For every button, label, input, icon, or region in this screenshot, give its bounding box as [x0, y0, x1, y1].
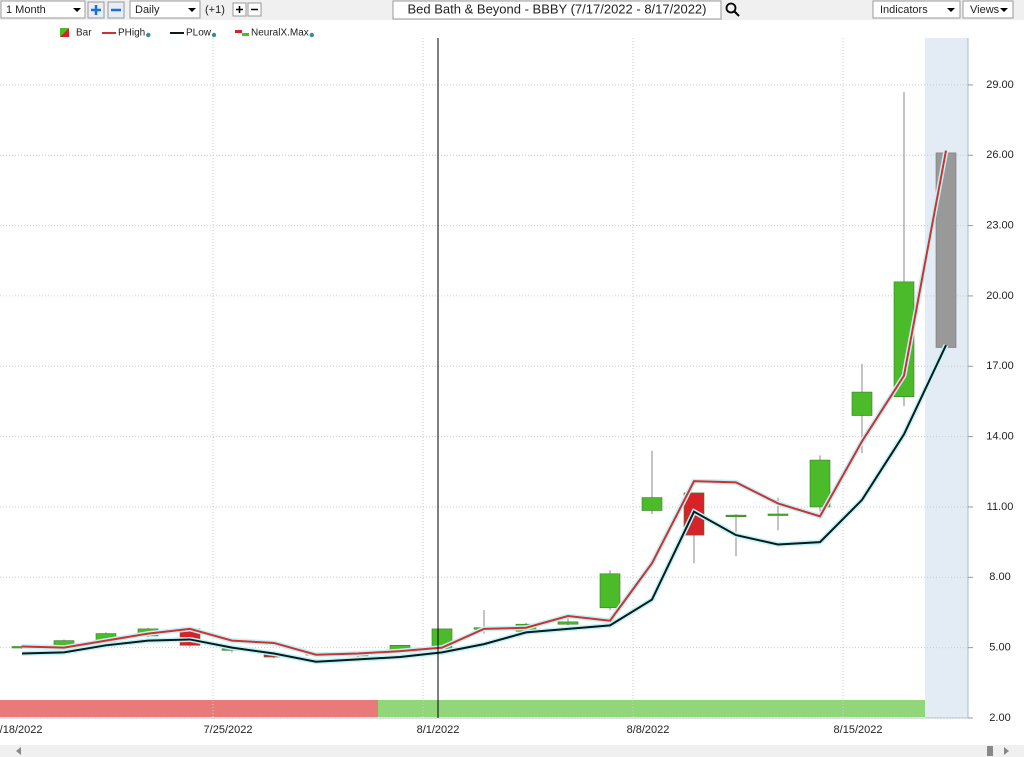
y-tick-label: 29.00 [986, 79, 1014, 91]
offset: (+1) [205, 4, 225, 16]
plus-icon [91, 5, 101, 15]
x-tick-label: 8/1/2022 [417, 724, 460, 736]
dropdown-arrow [73, 8, 81, 12]
candle-body [641, 497, 663, 511]
legend-label: PLow [186, 28, 212, 39]
candle-body [725, 514, 747, 517]
y-tick-label: 14.00 [986, 431, 1014, 443]
views-select[interactable] [962, 0, 1014, 19]
legend-icon [235, 30, 242, 33]
y-tick-label: 8.00 [989, 571, 1010, 583]
y-tick-label: 17.00 [986, 360, 1014, 372]
views: Views [970, 4, 1000, 16]
candle-body [893, 281, 915, 398]
candle-body [809, 459, 831, 508]
search-handle [733, 10, 740, 17]
interval-select[interactable] [129, 0, 201, 19]
legend-dot [309, 32, 315, 38]
signal-buy [378, 700, 925, 717]
scrollbar[interactable] [0, 745, 1024, 757]
x-tick-label: 7/18/2022 [0, 724, 42, 736]
legend-icon [242, 33, 249, 36]
plus-icon [236, 6, 243, 13]
plot: 2.00 5.00 8.00 11.00 14.00 17.00 20.00 23.00 26.… [0, 38, 1014, 736]
scroll-right[interactable] [1004, 747, 1009, 755]
indicators-select[interactable] [872, 0, 961, 19]
legend-label: NeuralX.Max [251, 28, 309, 39]
candle-body [767, 513, 789, 516]
y-tick-label: 5.00 [989, 642, 1010, 654]
dropdown-arrow [947, 8, 955, 12]
y-tick-label: 23.00 [986, 219, 1014, 231]
y-tick-label: 20.00 [986, 290, 1014, 302]
symbol-box[interactable] [392, 0, 722, 20]
period-select[interactable] [0, 0, 86, 19]
legend-label: PHigh [118, 28, 145, 39]
legend-dot [211, 32, 217, 38]
legend-dot [146, 32, 151, 38]
y-tick-label: 11.00 [987, 501, 1014, 513]
line [21, 150, 947, 656]
symbol: Bed Bath & Beyond - BBBY (7/17/2022 - 8/… [408, 1, 707, 16]
y-tick-label: 26.00 [986, 149, 1014, 161]
dropdown-arrow [1000, 8, 1008, 12]
legend-label: Bar [76, 28, 92, 39]
line [21, 344, 947, 663]
x-tick-label: 8/15/2022 [834, 724, 883, 736]
dropdown-arrow [188, 8, 196, 12]
line-glow [21, 150, 949, 658]
signal-sell [0, 700, 378, 717]
scroll-thumb[interactable] [987, 746, 993, 756]
interval: Daily [135, 4, 160, 16]
candle-body [599, 573, 621, 609]
scroll-left[interactable] [16, 747, 21, 755]
period: 1 Month [6, 4, 46, 16]
candle-body [557, 621, 579, 625]
legend-icon [60, 28, 69, 37]
search-icon[interactable] [725, 2, 737, 14]
x-tick-label: 7/25/2022 [204, 724, 253, 736]
y-tick-label: 2.00 [989, 712, 1010, 724]
indicators: Indicators [880, 4, 928, 16]
candle-body [851, 391, 873, 416]
x-tick-label: 8/8/2022 [627, 724, 670, 736]
